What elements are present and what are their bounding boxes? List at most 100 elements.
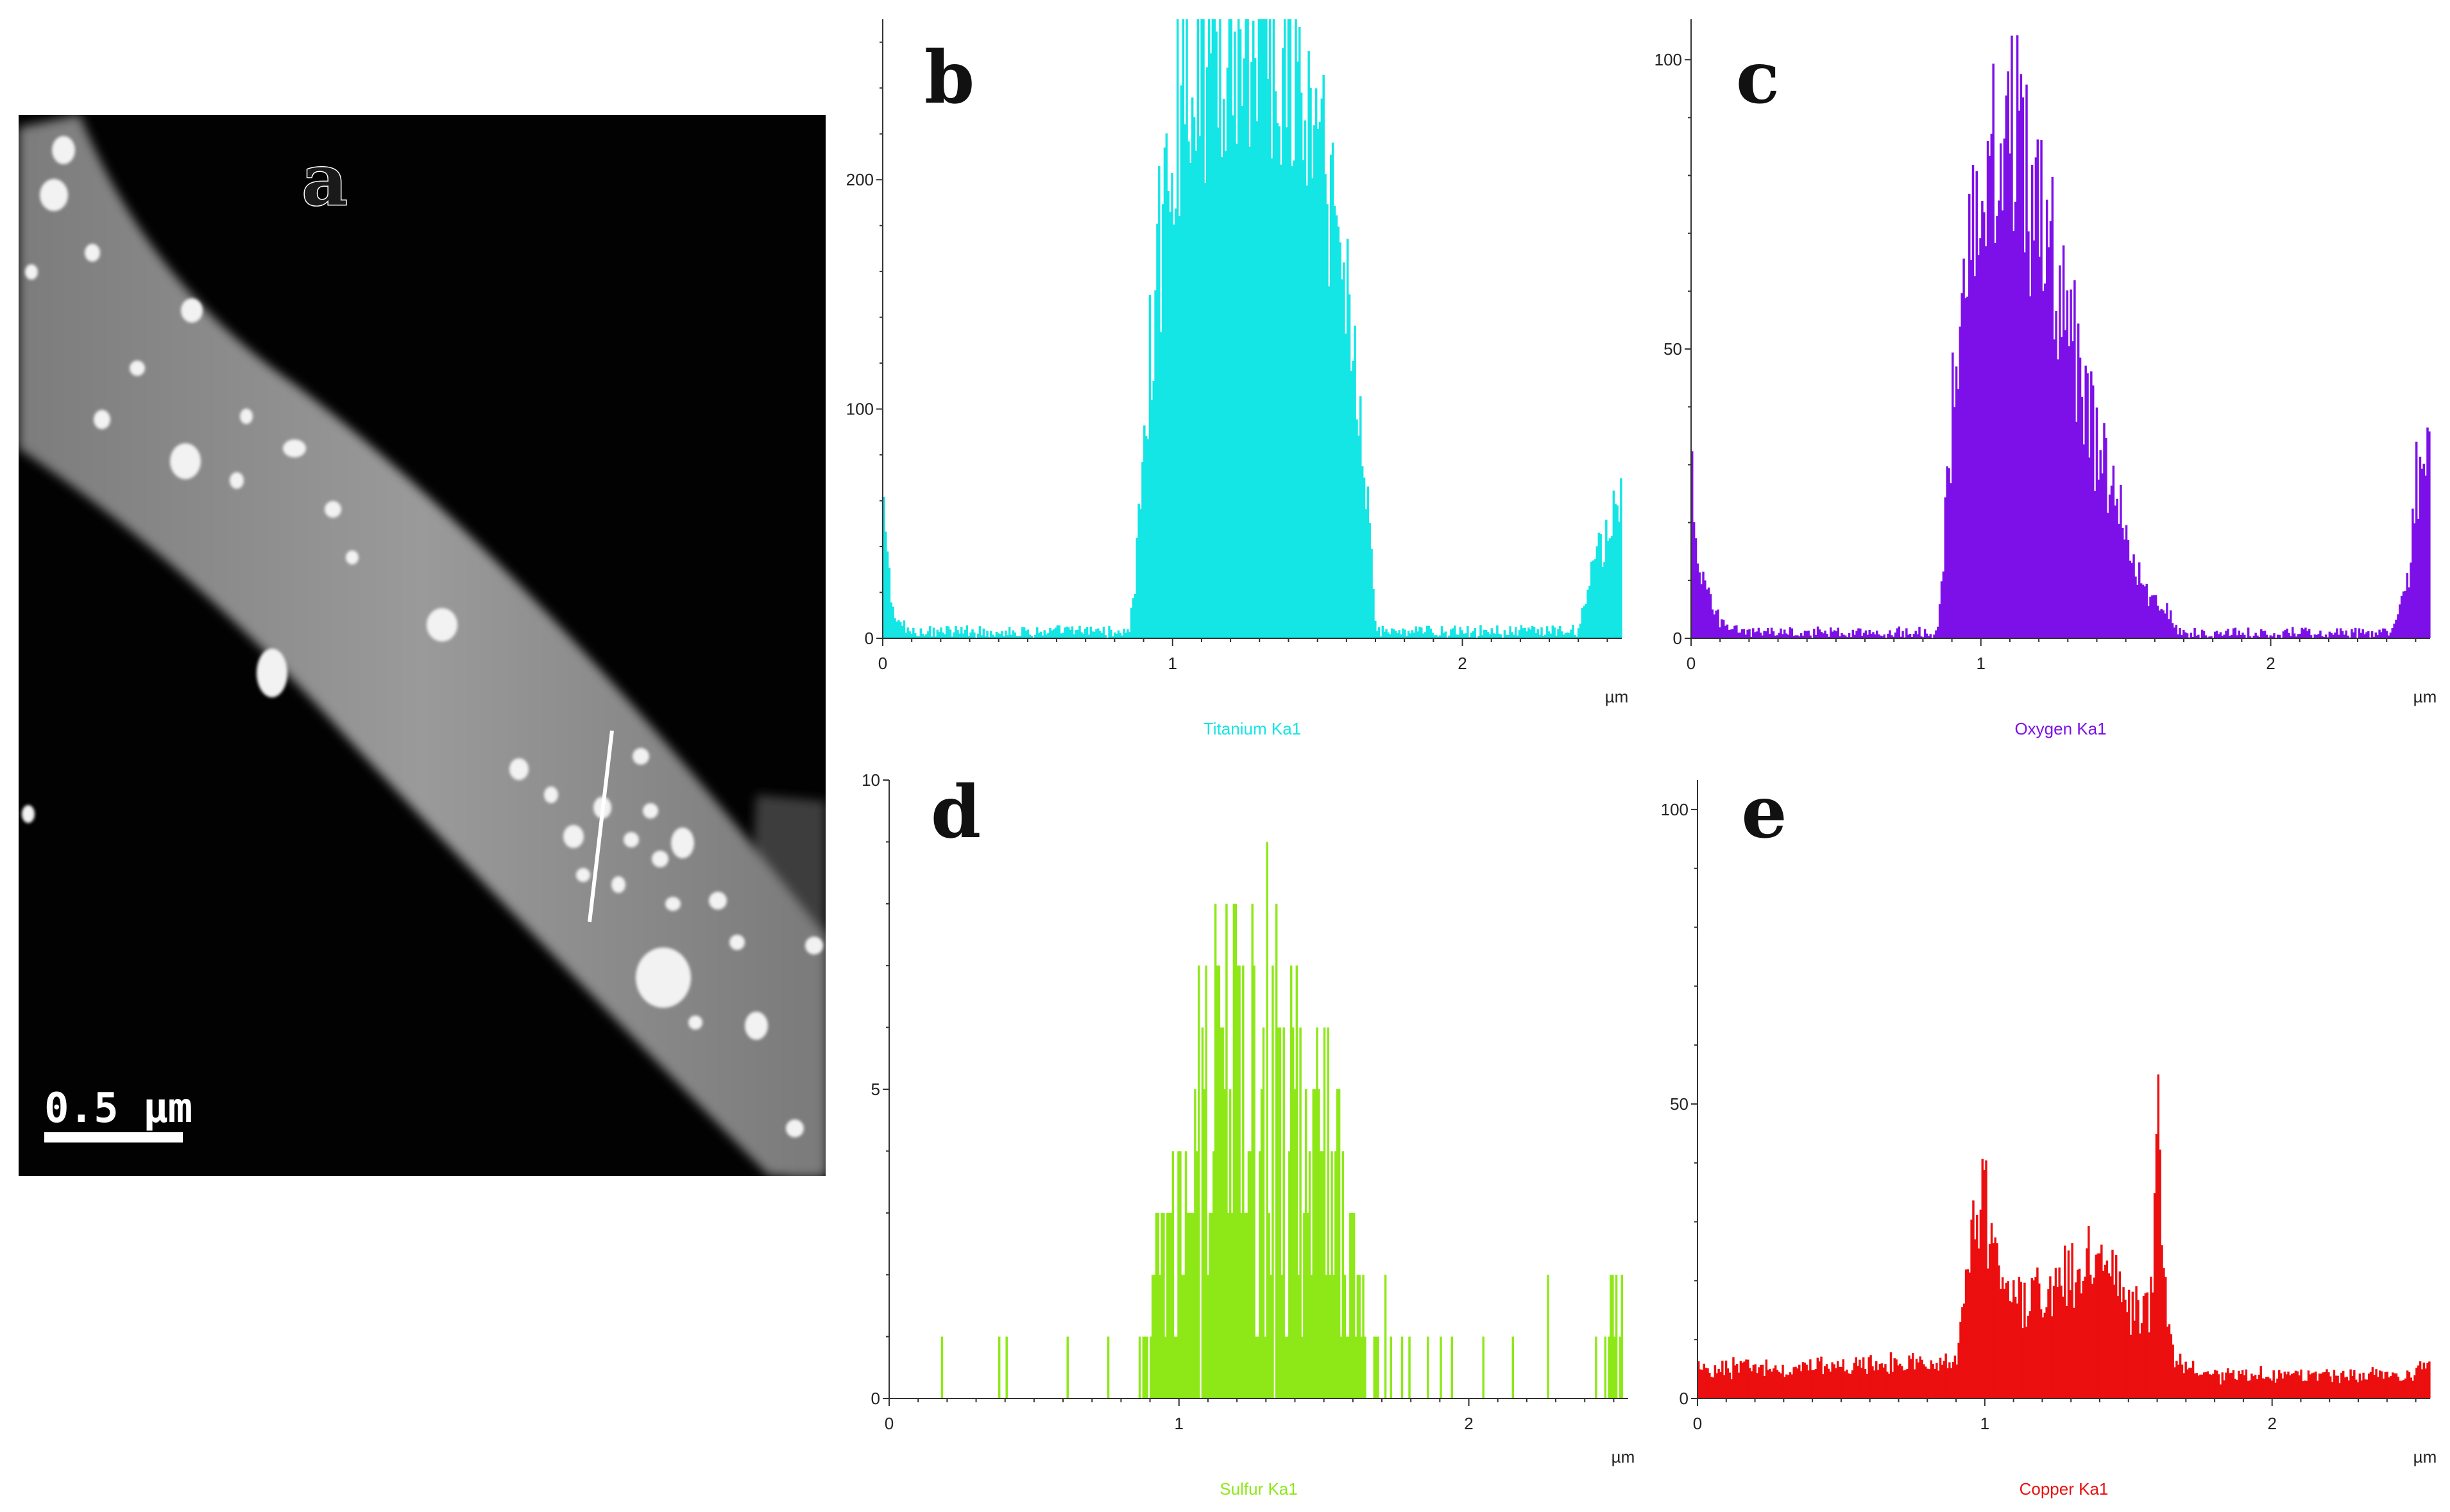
bar-c: [1874, 634, 1876, 638]
bar-b: [1618, 522, 1621, 638]
bar-d: [1604, 1336, 1607, 1398]
bar-c: [1862, 633, 1866, 638]
bar-c: [2295, 636, 2298, 638]
bar-b: [1503, 630, 1506, 638]
bar-b: [1123, 628, 1125, 638]
bar-e: [2114, 1255, 2118, 1398]
bar-b: [1191, 97, 1194, 639]
bar-b: [1490, 628, 1493, 638]
bar-b: [1433, 635, 1436, 638]
bar-b: [1089, 626, 1093, 638]
bar-b: [1302, 160, 1305, 639]
bar-e: [2080, 1293, 2083, 1398]
bar-d: [1373, 1336, 1376, 1398]
bar-c: [2382, 628, 2385, 638]
bar-c: [2032, 240, 2036, 638]
bar-e: [2228, 1373, 2231, 1398]
bar-c: [2225, 631, 2227, 638]
bar-b: [1553, 627, 1556, 638]
bar-c: [1910, 636, 1914, 638]
bar-b: [1026, 629, 1030, 638]
x-unit-label-d: µm: [1612, 1447, 1635, 1466]
bar-b: [890, 602, 892, 638]
bar-c: [1828, 636, 1830, 638]
bar-e: [2347, 1380, 2350, 1398]
bar-e: [2351, 1375, 2354, 1398]
bar-b: [1080, 632, 1083, 638]
bar-c: [1975, 171, 1978, 638]
bar-d: [1613, 1336, 1616, 1398]
bar-c: [2181, 635, 2183, 638]
bar-e: [1818, 1361, 1821, 1398]
bar-c: [1887, 633, 1889, 638]
bar-c: [2297, 634, 2300, 638]
bar-b: [1590, 561, 1593, 638]
bar-c: [2306, 631, 2309, 638]
bar-e: [1990, 1223, 1993, 1398]
bar-c: [1946, 466, 1948, 638]
bar-b: [1533, 627, 1536, 638]
bar-b: [1522, 628, 1524, 638]
bar-d: [1196, 1151, 1198, 1398]
bar-c: [2345, 630, 2347, 638]
bar-c: [2391, 628, 2394, 638]
bar-d: [1212, 1151, 1215, 1398]
bar-d: [1211, 1212, 1213, 1398]
bar-b: [1361, 466, 1364, 638]
bar-d: [1364, 1336, 1366, 1398]
bar-c: [1938, 604, 1941, 638]
series-label-b: Titanium Ka1: [1204, 719, 1301, 738]
bar-e: [1789, 1372, 1792, 1398]
bar-d: [1303, 1212, 1306, 1398]
bar-b: [1415, 626, 1417, 638]
bar-e: [1721, 1361, 1724, 1398]
bar-b: [991, 634, 994, 638]
bar-c: [1981, 201, 1984, 638]
bar-e: [2210, 1375, 2213, 1398]
bar-e: [2212, 1373, 2215, 1398]
bar-b: [944, 634, 946, 638]
bar-b: [1034, 634, 1037, 638]
bar-c: [1803, 631, 1807, 638]
bar-e: [1699, 1369, 1702, 1398]
bar-c: [1896, 628, 1899, 638]
bar-e: [2095, 1254, 2097, 1398]
bar-e: [1820, 1356, 1823, 1398]
bar-b: [1538, 635, 1541, 638]
bar-b: [1479, 625, 1482, 638]
bar-d: [1168, 1212, 1171, 1398]
bar-b: [957, 630, 959, 638]
bar-b: [1599, 534, 1602, 638]
bar-c: [2044, 283, 2046, 638]
bar-d: [1312, 1089, 1314, 1398]
bar-c: [1733, 625, 1736, 638]
bar-c: [1807, 631, 1810, 638]
bar-d: [1408, 1336, 1411, 1398]
bar-b: [1019, 636, 1022, 638]
bar-d: [1229, 1089, 1232, 1398]
bar-c: [1891, 635, 1893, 638]
bar-b: [932, 627, 935, 638]
bar-b: [1248, 146, 1251, 639]
bar-b: [980, 635, 983, 638]
bar-c: [2269, 635, 2272, 638]
bar-d: [1390, 1336, 1392, 1398]
bar-b: [1193, 117, 1196, 639]
bar-b: [1409, 633, 1412, 638]
bar-b: [1176, 19, 1179, 638]
bar-d: [1159, 1275, 1161, 1398]
bar-e: [1988, 1244, 1991, 1398]
bar-b: [1348, 294, 1351, 639]
bar-c: [1901, 631, 1904, 638]
bar-b: [1368, 523, 1371, 638]
bar-c: [2107, 513, 2109, 638]
bar-b: [1576, 636, 1578, 638]
bar-e: [2029, 1311, 2032, 1398]
bar-c: [1940, 581, 1943, 638]
bar-e: [2093, 1277, 2096, 1398]
bar-b: [1075, 630, 1077, 638]
bar-c: [2328, 631, 2331, 638]
bar-e: [1908, 1355, 1910, 1398]
bar-e: [1862, 1357, 1865, 1398]
bar-c: [1796, 635, 1799, 638]
